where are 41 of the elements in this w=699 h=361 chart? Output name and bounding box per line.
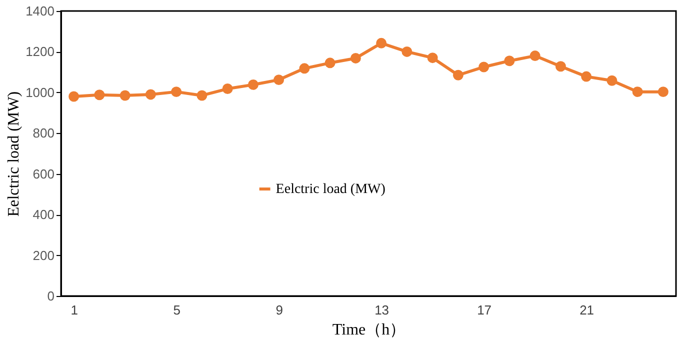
point: [145, 89, 156, 100]
y-tick-label: 0: [47, 288, 54, 304]
y-tick-label: 1000: [26, 84, 54, 100]
point: [452, 70, 464, 80]
legend-label: Eelctric load (MW): [276, 182, 386, 197]
point: [68, 91, 80, 102]
point: [324, 58, 336, 68]
y-tick-label: 1400: [26, 4, 54, 18]
point: [299, 63, 310, 74]
x-tick-label: 5: [173, 302, 180, 318]
point: [196, 90, 208, 101]
point: [658, 86, 668, 98]
y-tick-label: 200: [32, 248, 54, 263]
x-tick-label: 9: [276, 302, 283, 318]
point: [606, 75, 618, 86]
point: [555, 61, 566, 72]
point: [120, 90, 130, 101]
y-tick-label: 600: [32, 166, 54, 182]
point: [504, 56, 515, 66]
point: [376, 38, 387, 48]
point: [478, 62, 490, 72]
x-tick-label: 13: [374, 302, 390, 318]
y-axis-title: Eelctric load (MW): [6, 91, 23, 217]
point: [530, 50, 540, 62]
point: [171, 86, 182, 98]
x-tick-label: 17: [477, 302, 492, 318]
x-tick-label: 21: [580, 302, 594, 318]
x-axis-title: Time（h）: [332, 322, 406, 338]
point: [632, 86, 643, 98]
point: [402, 46, 412, 57]
point: [427, 52, 438, 64]
point: [222, 84, 233, 94]
x-tick-label: 1: [70, 302, 78, 318]
point: [248, 79, 258, 90]
y-tick-label: 800: [32, 126, 54, 141]
y-tick-label: 1200: [26, 44, 54, 60]
point: [581, 71, 592, 82]
point: [94, 90, 105, 100]
point: [274, 74, 284, 86]
point: [350, 52, 361, 64]
y-tick-label: 400: [32, 207, 54, 222]
